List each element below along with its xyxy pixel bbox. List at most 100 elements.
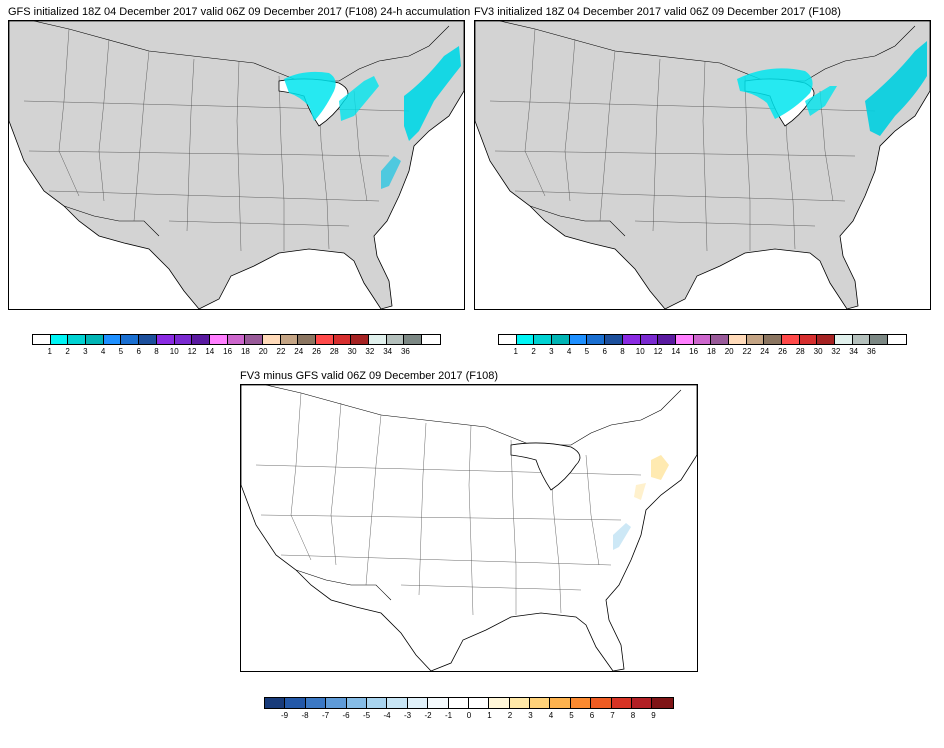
diff-colorbar-tick-label: -5 bbox=[362, 711, 371, 720]
fv3-colorbar-tick-label: 26 bbox=[778, 347, 787, 356]
gfs-colorbar-tick-label: 32 bbox=[365, 347, 375, 356]
diff-colorbar-swatch bbox=[509, 698, 531, 708]
diff-colorbar-swatch bbox=[448, 698, 469, 708]
diff-colorbar-boxes bbox=[264, 697, 674, 709]
gfs-colorbar: 1 2 3 4 5 6 8 10 12 14 16 18 20 22 24 26 28 30 32 34 36 bbox=[32, 334, 441, 357]
fv3-panel-title: FV3 initialized 18Z 04 December 2017 val… bbox=[474, 6, 841, 18]
fv3-colorbar-tick-label: 28 bbox=[795, 347, 805, 356]
fv3-colorbar-swatch bbox=[764, 335, 782, 344]
fv3-colorbar-swatch bbox=[516, 335, 535, 344]
diff-colorbar-tick-label: -4 bbox=[383, 711, 391, 720]
fv3-colorbar-swatch bbox=[799, 335, 818, 344]
gfs-colorbar-tick-label: 3 bbox=[83, 347, 88, 356]
diff-negative-carolinas bbox=[613, 523, 631, 550]
mexico-border bbox=[63, 205, 160, 237]
fv3-colorbar-tick-label: 4 bbox=[566, 347, 572, 356]
snow-northeast bbox=[404, 46, 461, 141]
fv3-colorbar-swatch bbox=[728, 335, 747, 344]
gfs-colorbar-tick-label: 6 bbox=[136, 347, 141, 356]
fv3-colorbar-tick-label: 12 bbox=[653, 347, 663, 356]
diff-colorbar-tick-label: 8 bbox=[630, 711, 636, 720]
fv3-colorbar-swatch bbox=[870, 335, 889, 344]
diff-colorbar-swatch bbox=[326, 698, 347, 708]
fv3-colorbar: 1 2 3 4 5 6 8 10 12 14 16 18 20 22 24 26 28 30 32 34 36 bbox=[498, 334, 907, 357]
diff-colorbar-swatch bbox=[366, 698, 388, 708]
diff-colorbar-swatch bbox=[550, 698, 571, 708]
gfs-colorbar-swatch bbox=[86, 335, 104, 344]
gfs-colorbar-boxes bbox=[32, 334, 441, 345]
fv3-colorbar-tick-label: 32 bbox=[831, 347, 841, 356]
gfs-colorbar-tick-label: 14 bbox=[205, 347, 215, 356]
fv3-colorbar-tick-label: 10 bbox=[635, 347, 645, 356]
gfs-panel-title: GFS initialized 18Z 04 December 2017 val… bbox=[8, 6, 471, 18]
fv3-colorbar-labels: 1 2 3 4 5 6 8 10 12 14 16 18 20 22 24 26 28 30 32 34 36 bbox=[498, 345, 907, 357]
great-lakes bbox=[510, 442, 581, 491]
diff-colorbar-tick-label: -3 bbox=[403, 711, 412, 720]
fv3-colorbar-tick-label: 8 bbox=[620, 347, 625, 356]
fv3-colorbar-tick-label: 36 bbox=[866, 347, 876, 356]
fv3-colorbar-tick-label: 18 bbox=[706, 347, 716, 356]
fv3-colorbar-tick-label: 2 bbox=[531, 347, 536, 356]
diff-panel-title: FV3 minus GFS valid 06Z 09 December 2017… bbox=[240, 370, 499, 382]
diff-colorbar-swatch bbox=[530, 698, 551, 708]
diff-colorbar: -9 -8 -7 -6 -5 -4 -3 -2 -1 0 1 2 3 4 5 6 7 8 9 bbox=[264, 697, 674, 721]
gfs-map bbox=[8, 20, 465, 310]
gfs-colorbar-swatch bbox=[316, 335, 334, 344]
fv3-colorbar-swatch bbox=[499, 335, 517, 344]
fv3-colorbar-swatch bbox=[587, 335, 606, 344]
diff-colorbar-swatch bbox=[632, 698, 653, 708]
diff-colorbar-tick-label: -8 bbox=[301, 711, 309, 720]
diff-colorbar-swatch bbox=[468, 698, 490, 708]
fv3-colorbar-tick-label: 22 bbox=[742, 347, 752, 356]
diff-colorbar-tick-label: -9 bbox=[280, 711, 289, 720]
gfs-colorbar-swatch bbox=[103, 335, 122, 344]
diff-colorbar-tick-label: -6 bbox=[342, 711, 350, 720]
snow-southeast bbox=[381, 156, 401, 189]
gfs-colorbar-swatch bbox=[386, 335, 405, 344]
gfs-colorbar-swatch bbox=[245, 335, 263, 344]
diff-colorbar-swatch bbox=[285, 698, 306, 708]
diff-colorbar-tick-label: 6 bbox=[589, 711, 595, 720]
diff-colorbar-tick-label: 7 bbox=[610, 711, 615, 720]
fv3-colorbar-swatch bbox=[675, 335, 694, 344]
diff-colorbar-tick-label: -1 bbox=[444, 711, 453, 720]
diff-map bbox=[240, 384, 698, 672]
gfs-colorbar-swatch bbox=[351, 335, 370, 344]
diff-colorbar-swatch bbox=[652, 698, 673, 708]
fv3-colorbar-swatch bbox=[817, 335, 836, 344]
fv3-colorbar-tick-label: 5 bbox=[584, 347, 590, 356]
diff-colorbar-swatch bbox=[570, 698, 592, 708]
gfs-colorbar-swatch bbox=[262, 335, 281, 344]
gfs-colorbar-swatch bbox=[209, 335, 228, 344]
fv3-colorbar-swatch bbox=[534, 335, 553, 344]
gfs-colorbar-tick-label: 18 bbox=[240, 347, 250, 356]
diff-colorbar-tick-label: 5 bbox=[569, 711, 574, 720]
fv3-colorbar-swatch bbox=[852, 335, 871, 344]
gfs-colorbar-swatch bbox=[139, 335, 157, 344]
gfs-colorbar-swatch bbox=[33, 335, 51, 344]
state-lines bbox=[489, 28, 876, 252]
diff-colorbar-tick-label: 3 bbox=[528, 711, 533, 720]
diff-colorbar-tick-label: 0 bbox=[466, 711, 472, 720]
gfs-map-svg bbox=[9, 21, 464, 309]
gfs-colorbar-tick-label: 34 bbox=[383, 347, 393, 356]
fv3-colorbar-swatch bbox=[640, 335, 659, 344]
fv3-colorbar-swatch bbox=[782, 335, 800, 344]
fv3-colorbar-boxes bbox=[498, 334, 907, 345]
fv3-colorbar-swatch bbox=[605, 335, 623, 344]
diff-colorbar-tick-label: 9 bbox=[651, 711, 656, 720]
fv3-colorbar-tick-label: 14 bbox=[671, 347, 681, 356]
fv3-colorbar-swatch bbox=[835, 335, 853, 344]
diff-colorbar-swatch bbox=[489, 698, 510, 708]
diff-colorbar-swatch bbox=[611, 698, 633, 708]
fv3-colorbar-swatch bbox=[711, 335, 729, 344]
diff-colorbar-swatch bbox=[591, 698, 612, 708]
gfs-colorbar-swatch bbox=[422, 335, 440, 344]
gfs-colorbar-swatch bbox=[280, 335, 299, 344]
gfs-colorbar-tick-label: 8 bbox=[154, 347, 159, 356]
diff-colorbar-swatch bbox=[346, 698, 367, 708]
gfs-colorbar-tick-label: 1 bbox=[47, 347, 53, 356]
fv3-colorbar-swatch bbox=[888, 335, 906, 344]
snow-great-lakes bbox=[737, 68, 813, 119]
conus-landmass bbox=[475, 21, 930, 309]
